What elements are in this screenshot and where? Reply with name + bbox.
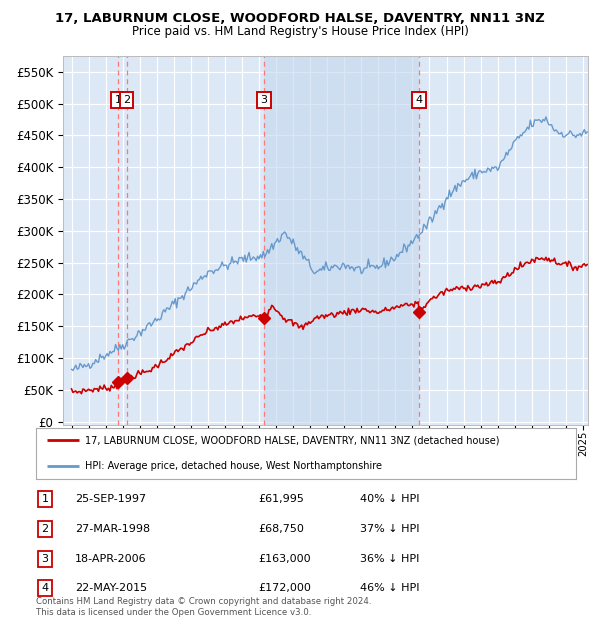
Text: Contains HM Land Registry data © Crown copyright and database right 2024.
This d: Contains HM Land Registry data © Crown c… — [36, 598, 371, 617]
Text: 1: 1 — [41, 494, 49, 504]
Text: £163,000: £163,000 — [258, 554, 311, 564]
Text: 27-MAR-1998: 27-MAR-1998 — [75, 524, 150, 534]
Text: 4: 4 — [41, 583, 49, 593]
Text: 3: 3 — [260, 95, 268, 105]
Text: 3: 3 — [41, 554, 49, 564]
Text: 4: 4 — [415, 95, 422, 105]
Text: £172,000: £172,000 — [258, 583, 311, 593]
Text: 25-SEP-1997: 25-SEP-1997 — [75, 494, 146, 504]
Text: 37% ↓ HPI: 37% ↓ HPI — [360, 524, 419, 534]
Text: 17, LABURNUM CLOSE, WOODFORD HALSE, DAVENTRY, NN11 3NZ (detached house): 17, LABURNUM CLOSE, WOODFORD HALSE, DAVE… — [85, 435, 499, 445]
Text: 18-APR-2006: 18-APR-2006 — [75, 554, 146, 564]
Text: Price paid vs. HM Land Registry's House Price Index (HPI): Price paid vs. HM Land Registry's House … — [131, 25, 469, 38]
Text: 17, LABURNUM CLOSE, WOODFORD HALSE, DAVENTRY, NN11 3NZ: 17, LABURNUM CLOSE, WOODFORD HALSE, DAVE… — [55, 12, 545, 25]
Text: £68,750: £68,750 — [258, 524, 304, 534]
Text: 22-MAY-2015: 22-MAY-2015 — [75, 583, 147, 593]
Text: 36% ↓ HPI: 36% ↓ HPI — [360, 554, 419, 564]
Text: 46% ↓ HPI: 46% ↓ HPI — [360, 583, 419, 593]
Bar — [264, 56, 419, 425]
Text: 2: 2 — [41, 524, 49, 534]
Text: 40% ↓ HPI: 40% ↓ HPI — [360, 494, 419, 504]
Text: £61,995: £61,995 — [258, 494, 304, 504]
Text: HPI: Average price, detached house, West Northamptonshire: HPI: Average price, detached house, West… — [85, 461, 382, 471]
Text: 2: 2 — [123, 95, 130, 105]
Text: 1: 1 — [115, 95, 122, 105]
